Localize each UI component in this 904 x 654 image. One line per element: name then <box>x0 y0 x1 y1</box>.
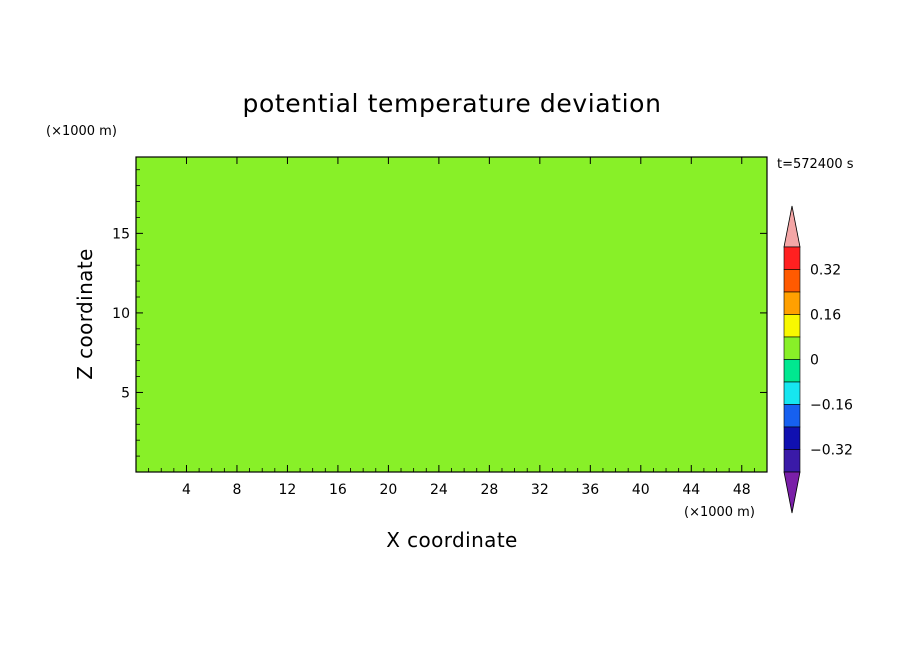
colorbar-tick-label: 0.16 <box>810 308 841 324</box>
z-unit-label: (×1000 m) <box>46 124 117 139</box>
colorbar-tick-label: −0.16 <box>810 398 853 414</box>
z-tick-label: 15 <box>112 226 130 242</box>
contour-fill-layer <box>136 157 767 472</box>
x-tick-label: 28 <box>480 482 498 498</box>
colorbar-band <box>783 314 801 338</box>
x-tick-label: 40 <box>632 482 650 498</box>
x-tick-label: 36 <box>581 482 599 498</box>
colorbar-band <box>783 359 801 383</box>
z-tick-label: 5 <box>121 385 130 401</box>
x-tick-label: 24 <box>430 482 448 498</box>
x-axis-ticks: 4 8 12 16 20 24 28 32 36 40 44 48 <box>148 157 755 498</box>
colorbar-band <box>783 449 801 473</box>
colorbar-band <box>783 381 801 405</box>
x-axis-label: X coordinate <box>386 528 518 552</box>
chart-title: potential temperature deviation <box>242 89 661 118</box>
colorbar-tick-label: −0.32 <box>810 443 853 459</box>
colorbar-band <box>783 269 801 293</box>
colorbar: 0.32 0.16 0 −0.16 −0.32 <box>783 205 853 514</box>
colorbar-tick-label: 0 <box>810 353 819 369</box>
field-region <box>136 157 767 472</box>
x-tick-label: 4 <box>182 482 191 498</box>
colorbar-tick-label: 0.32 <box>810 263 841 279</box>
colorbar-band <box>783 426 801 450</box>
x-tick-label: 12 <box>279 482 297 498</box>
colorbar-under-arrow <box>783 471 801 514</box>
time-label: t=572400 s <box>777 157 854 172</box>
colorbar-band <box>783 291 801 315</box>
z-tick-label: 10 <box>112 306 130 322</box>
x-tick-label: 20 <box>379 482 397 498</box>
z-axis-label: Z coordinate <box>73 248 97 380</box>
colorbar-over-arrow <box>783 205 801 248</box>
colorbar-band <box>783 246 801 270</box>
x-tick-label: 8 <box>232 482 241 498</box>
x-tick-label: 32 <box>531 482 549 498</box>
x-tick-label: 48 <box>733 482 751 498</box>
z-axis-ticks: 5 10 15 <box>112 169 767 457</box>
x-unit-label: (×1000 m) <box>684 505 755 520</box>
colorbar-band <box>783 336 801 360</box>
plot-area <box>136 157 767 472</box>
x-tick-label: 44 <box>682 482 700 498</box>
colorbar-band <box>783 404 801 428</box>
x-tick-label: 16 <box>329 482 347 498</box>
